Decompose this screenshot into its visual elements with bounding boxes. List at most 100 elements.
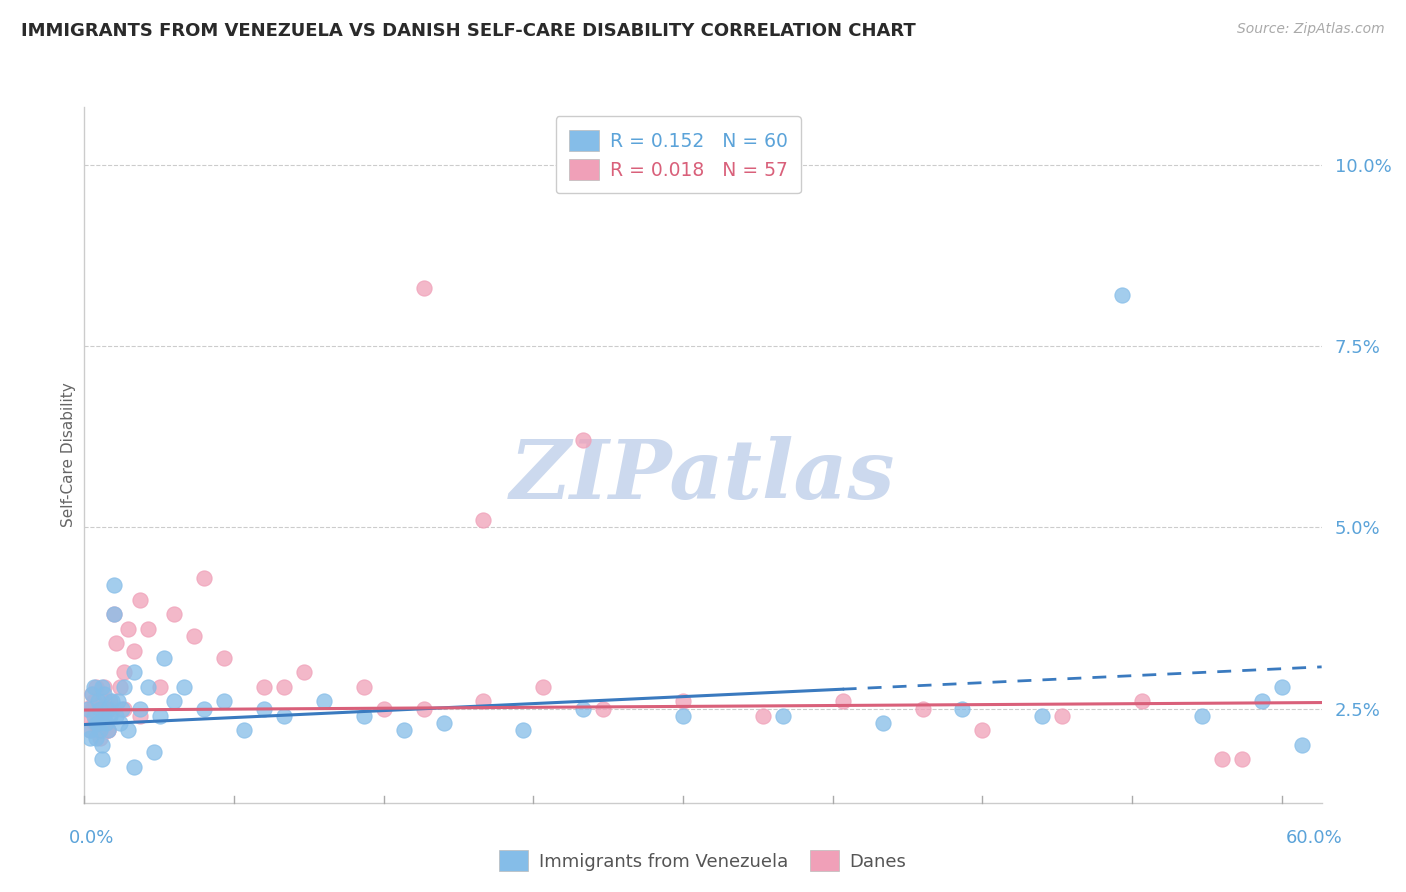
Text: ZIPatlas: ZIPatlas bbox=[510, 436, 896, 516]
Legend: Immigrants from Venezuela, Danes: Immigrants from Venezuela, Danes bbox=[492, 843, 914, 879]
Point bbox=[83, 716, 105, 731]
Point bbox=[86, 731, 108, 745]
Point bbox=[122, 665, 145, 680]
Text: 60.0%: 60.0% bbox=[1286, 829, 1343, 847]
Point bbox=[87, 701, 110, 715]
Point bbox=[512, 723, 534, 738]
Point bbox=[193, 571, 215, 585]
Text: IMMIGRANTS FROM VENEZUELA VS DANISH SELF-CARE DISABILITY CORRELATION CHART: IMMIGRANTS FROM VENEZUELA VS DANISH SELF… bbox=[21, 22, 915, 40]
Point bbox=[97, 723, 120, 738]
Point bbox=[672, 708, 695, 723]
Point bbox=[1031, 708, 1053, 723]
Point bbox=[212, 651, 235, 665]
Point bbox=[96, 716, 118, 731]
Point bbox=[96, 701, 118, 715]
Point bbox=[972, 723, 994, 738]
Point bbox=[353, 680, 375, 694]
Point bbox=[122, 759, 145, 773]
Point bbox=[952, 701, 974, 715]
Point bbox=[752, 708, 775, 723]
Point bbox=[89, 723, 111, 738]
Point bbox=[143, 745, 166, 759]
Point bbox=[110, 716, 132, 731]
Point bbox=[136, 680, 159, 694]
Point bbox=[233, 723, 256, 738]
Point bbox=[91, 716, 114, 731]
Point bbox=[872, 716, 894, 731]
Point bbox=[86, 716, 108, 731]
Point bbox=[472, 694, 495, 708]
Point bbox=[83, 708, 105, 723]
Point bbox=[79, 723, 101, 738]
Legend: R = 0.152   N = 60, R = 0.018   N = 57: R = 0.152 N = 60, R = 0.018 N = 57 bbox=[555, 117, 801, 194]
Point bbox=[572, 701, 595, 715]
Point bbox=[86, 680, 108, 694]
Point bbox=[82, 701, 104, 715]
Point bbox=[75, 701, 97, 715]
Point bbox=[83, 694, 105, 708]
Point bbox=[103, 578, 125, 592]
Point bbox=[292, 665, 315, 680]
Point bbox=[101, 694, 124, 708]
Point bbox=[1191, 708, 1213, 723]
Point bbox=[273, 708, 295, 723]
Point bbox=[87, 716, 110, 731]
Point bbox=[87, 723, 110, 738]
Point bbox=[1130, 694, 1153, 708]
Point bbox=[105, 708, 128, 723]
Point bbox=[1271, 680, 1294, 694]
Point bbox=[772, 708, 794, 723]
Text: Source: ZipAtlas.com: Source: ZipAtlas.com bbox=[1237, 22, 1385, 37]
Point bbox=[163, 694, 186, 708]
Point bbox=[253, 680, 276, 694]
Point bbox=[93, 687, 115, 701]
Point bbox=[373, 701, 395, 715]
Point bbox=[77, 708, 100, 723]
Point bbox=[1250, 694, 1272, 708]
Point bbox=[1211, 752, 1233, 766]
Point bbox=[97, 723, 120, 738]
Point bbox=[136, 622, 159, 636]
Point bbox=[105, 636, 128, 650]
Point bbox=[112, 680, 135, 694]
Point bbox=[91, 680, 114, 694]
Point bbox=[1111, 288, 1133, 302]
Point bbox=[89, 731, 111, 745]
Point bbox=[572, 434, 595, 448]
Point bbox=[77, 701, 100, 715]
Point bbox=[97, 723, 120, 738]
Point bbox=[412, 281, 434, 295]
Point bbox=[89, 701, 111, 715]
Point bbox=[93, 680, 115, 694]
Point bbox=[353, 708, 375, 723]
Point bbox=[1230, 752, 1253, 766]
Point bbox=[153, 651, 176, 665]
Point bbox=[103, 607, 125, 622]
Point bbox=[112, 701, 135, 715]
Point bbox=[86, 716, 108, 731]
Point bbox=[103, 607, 125, 622]
Y-axis label: Self-Care Disability: Self-Care Disability bbox=[60, 383, 76, 527]
Point bbox=[129, 701, 152, 715]
Point bbox=[112, 665, 135, 680]
Point bbox=[672, 694, 695, 708]
Point bbox=[592, 701, 614, 715]
Point bbox=[122, 643, 145, 657]
Point bbox=[472, 513, 495, 527]
Text: 0.0%: 0.0% bbox=[69, 829, 114, 847]
Point bbox=[82, 687, 104, 701]
Point bbox=[831, 694, 853, 708]
Point bbox=[129, 592, 152, 607]
Point bbox=[91, 738, 114, 752]
Point bbox=[273, 680, 295, 694]
Point bbox=[911, 701, 934, 715]
Point bbox=[111, 701, 134, 715]
Point bbox=[93, 708, 115, 723]
Point bbox=[432, 716, 454, 731]
Point bbox=[173, 680, 195, 694]
Point bbox=[531, 680, 554, 694]
Point bbox=[1050, 708, 1073, 723]
Point bbox=[89, 708, 111, 723]
Point bbox=[117, 723, 139, 738]
Point bbox=[98, 708, 121, 723]
